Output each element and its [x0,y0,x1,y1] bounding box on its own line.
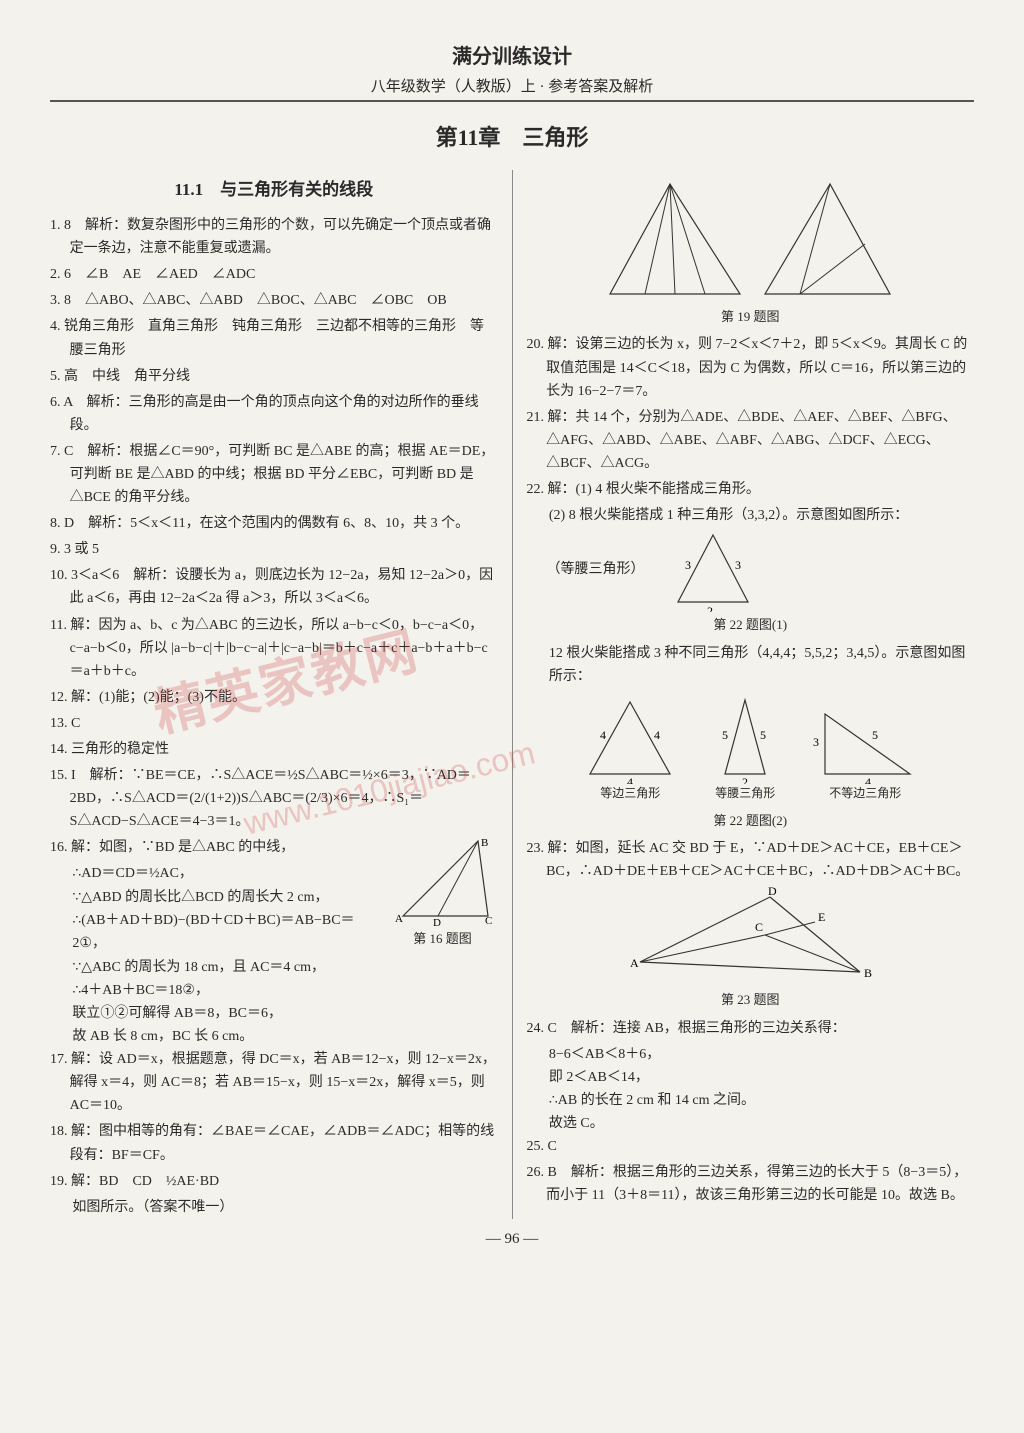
item-25: 25. C [527,1135,975,1158]
item-16a: 16. 解：如图，∵BD 是△ABC 的中线， [50,836,382,859]
svg-text:B: B [481,837,488,849]
item-9: 9. 3 或 5 [50,538,498,561]
fig-16: B A D C 第 16 题图 [388,836,498,955]
item-17: 17. 解：设 AD＝x，根据题意，得 DC＝x，若 AB＝12−x，则 12−… [50,1048,498,1117]
item-11: 11. 解：因为 a、b、c 为△ABC 的三边长，所以 a−b−c＜0，b−c… [50,614,498,683]
svg-text:4: 4 [865,775,871,784]
page-number: — 96 — [50,1231,974,1248]
fig-22-1: 3 3 2 [663,527,763,612]
svg-text:5: 5 [760,728,766,742]
fig-22-1-row: （等腰三角形） 3 3 2 [527,527,975,612]
item-24a: 24. C 解析：连接 AB，根据三角形的三边关系得： [527,1017,975,1040]
tri1-label: 等边三角形 [580,784,680,804]
item-24c: 即 2＜AB＜14， [527,1066,975,1089]
triangle-icon: B A D C [393,836,493,926]
item-12: 12. 解：(1)能；(2)能；(3)不能。 [50,686,498,709]
item-13: 13. C [50,712,498,735]
chapter-title: 第11章 三角形 [50,120,974,152]
item-16f: ∴4＋AB＋BC＝18②， [50,979,498,1002]
item-16h: 故 AB 长 8 cm，BC 长 6 cm。 [50,1025,498,1048]
triangle-icon: 5 5 2 [700,694,790,784]
item-24d: ∴AB 的长在 2 cm 和 14 cm 之间。 [527,1089,975,1112]
tri-equilateral: 4 4 4 等边三角形 [580,694,680,804]
page: 满分训练设计 八年级数学（人教版）上 · 参考答案及解析 第11章 三角形 11… [0,0,1024,1268]
triangle-icon: 3 3 2 [663,527,763,612]
tri2-label: 等腰三角形 [700,784,790,804]
triangle-icon: 3 4 5 [810,694,920,784]
item-24e: 故选 C。 [527,1112,975,1135]
item-5: 5. 高 中线 角平分线 [50,365,498,388]
svg-text:C: C [485,915,492,926]
item-23: 23. 解：如图，延长 AC 交 BD 于 E，∵AD＋DE＞AC＋CE，EB＋… [527,837,975,883]
item-6: 6. A 解析：三角形的高是由一个角的顶点向这个角的对边所作的垂线段。 [50,391,498,437]
item-16e: ∵△ABC 的周长为 18 cm，且 AC＝4 cm， [50,956,498,979]
fig19-caption: 第 19 题图 [527,306,975,327]
item-16c: ∵△ABD 的周长比△BCD 的周长大 2 cm， [50,886,382,909]
item-3: 3. 8 △ABO、△ABC、△ABD △BOC、△ABC ∠OBC OB [50,289,498,312]
svg-text:4: 4 [627,775,633,784]
svg-text:4: 4 [600,728,606,742]
left-column: 11.1 与三角形有关的线段 1. 8 解析：数复杂图形中的三角形的个数，可以先… [50,170,498,1219]
item-16b: ∴AD＝CD＝½AC， [50,862,382,885]
iso-label: （等腰三角形） [547,558,645,581]
fig-19: 第 19 题图 [527,174,975,327]
header-subtitle: 八年级数学（人教版）上 · 参考答案及解析 [50,75,974,96]
svg-text:3: 3 [685,558,691,572]
header-rule [50,100,974,102]
item-18: 18. 解：图中相等的角有：∠BAE＝∠CAE，∠ADB＝∠ADC；相等的线段有… [50,1120,498,1166]
svg-text:5: 5 [722,728,728,742]
svg-text:2: 2 [707,604,713,612]
columns: 11.1 与三角形有关的线段 1. 8 解析：数复杂图形中的三角形的个数，可以先… [50,170,974,1219]
svg-text:5: 5 [872,728,878,742]
triangle-pair-icon [600,174,900,304]
svg-text:D: D [768,887,777,898]
item-22a: 22. 解：(1) 4 根火柴不能搭成三角形。 [527,478,975,501]
item-16-row: 16. 解：如图，∵BD 是△ABC 的中线， ∴AD＝CD＝½AC， ∵△AB… [50,836,498,955]
item-16d: ∴(AB＋AD＋BD)−(BD＋CD＋BC)＝AB−BC＝2①， [50,909,382,955]
svg-text:A: A [395,913,403,925]
svg-text:A: A [630,956,639,970]
fig16-caption: 第 16 题图 [388,928,498,949]
item-15: 15. I 解析：∵BE＝CE，∴S△ACE＝½S△ABC＝½×6＝3，∵AD＝… [50,764,498,833]
item-19b: 如图所示。（答案不唯一） [50,1196,498,1219]
tri-scalene: 3 4 5 不等边三角形 [810,694,920,804]
tri3-label: 不等边三角形 [810,784,920,804]
item-24b: 8−6＜AB＜8＋6， [527,1043,975,1066]
item-22d: 12 根火柴能搭成 3 种不同三角形（4,4,4；5,5,2；3,4,5）。示意… [527,642,975,688]
item-14: 14. 三角形的稳定性 [50,738,498,761]
item-26: 26. B 解析：根据三角形的三边关系，得第三边的长大于 5（8−3＝5），而小… [527,1161,975,1207]
svg-text:4: 4 [654,728,660,742]
right-column: 第 19 题图 20. 解：设第三边的长为 x，则 7−2＜x＜7＋2，即 5＜… [527,170,975,1219]
fig23-caption: 第 23 题图 [527,989,975,1010]
fig-22-2-row: 4 4 4 等边三角形 5 5 2 等腰三角形 [527,694,975,804]
svg-text:E: E [818,910,825,924]
svg-text:2: 2 [742,775,748,784]
svg-text:B: B [864,966,872,980]
item-21: 21. 解：共 14 个，分别为△ADE、△BDE、△AEF、△BEF、△BFG… [527,406,975,475]
svg-text:3: 3 [813,735,819,749]
item-4: 4. 锐角三角形 直角三角形 钝角三角形 三边都不相等的三角形 等腰三角形 [50,315,498,361]
quad-icon: A B C D E [620,887,880,987]
tri-isoceles: 5 5 2 等腰三角形 [700,694,790,804]
item-8: 8. D 解析：5＜x＜11，在这个范围内的偶数有 6、8、10，共 3 个。 [50,512,498,535]
item-22b: (2) 8 根火柴能搭成 1 种三角形（3,3,2）。示意图如图所示： [527,504,975,527]
item-2: 2. 6 ∠B AE ∠AED ∠ADC [50,263,498,286]
fig22-1-caption: 第 22 题图(1) [527,614,975,635]
fig-23: A B C D E 第 23 题图 [527,887,975,1010]
fig22-2-caption: 第 22 题图(2) [527,810,975,831]
svg-text:3: 3 [735,558,741,572]
item-7: 7. C 解析：根据∠C＝90°，可判断 BC 是△ABE 的高；根据 AE＝D… [50,440,498,509]
item-10: 10. 3＜a＜6 解析：设腰长为 a，则底边长为 12−2a，易知 12−2a… [50,564,498,610]
section-title: 11.1 与三角形有关的线段 [50,176,498,204]
item-19: 19. 解：BD CD ½AE·BD [50,1170,498,1193]
item-1: 1. 8 解析：数复杂图形中的三角形的个数，可以先确定一个顶点或者确定一条边，注… [50,214,498,260]
triangle-icon: 4 4 4 [580,694,680,784]
svg-text:C: C [755,920,763,934]
header-title: 满分训练设计 [50,40,974,69]
column-divider [512,170,513,1219]
svg-text:D: D [433,917,441,926]
item-20: 20. 解：设第三边的长为 x，则 7−2＜x＜7＋2，即 5＜x＜9。其周长 … [527,333,975,402]
item-16g: 联立①②可解得 AB＝8，BC＝6， [50,1002,498,1025]
